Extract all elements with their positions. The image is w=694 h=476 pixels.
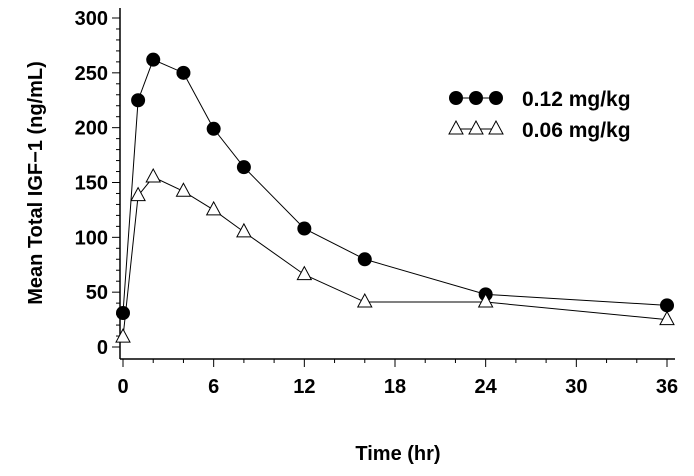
y-tick-label: 300	[75, 8, 108, 30]
y-tick-label: 50	[86, 282, 108, 304]
data-point	[176, 65, 191, 80]
data-point	[236, 160, 251, 175]
x-tick-label: 0	[117, 376, 128, 398]
data-point	[660, 298, 674, 313]
data-point	[116, 306, 130, 321]
legend-marker	[489, 91, 503, 105]
data-point	[477, 292, 494, 308]
legend-item: 0.12 mg/kg	[449, 88, 631, 111]
series-1	[115, 167, 675, 343]
legend-marker	[448, 119, 464, 135]
data-point	[297, 221, 312, 236]
data-point	[146, 52, 161, 67]
series-line	[122, 176, 668, 338]
data-point	[131, 93, 146, 108]
data-point	[206, 121, 221, 136]
data-point	[145, 167, 162, 183]
legend-marker	[468, 119, 484, 135]
legend-item: 0.06 mg/kg	[448, 119, 631, 142]
y-tick-label: 250	[75, 63, 108, 85]
y-axis-label: Mean Total IGF−1 (ng/mL)	[25, 61, 47, 305]
data-point	[175, 182, 192, 197]
legend-label: 0.12 mg/kg	[522, 88, 631, 111]
series-group	[115, 52, 675, 343]
data-point	[357, 252, 372, 267]
y-tick-label: 200	[75, 118, 108, 140]
data-point	[115, 328, 131, 343]
data-point	[236, 222, 252, 238]
x-axis-label: Time (hr)	[355, 443, 440, 465]
series-line	[122, 59, 668, 314]
x-tick-label: 30	[565, 376, 587, 398]
series-0	[116, 52, 674, 321]
data-point	[356, 292, 373, 308]
axes: 0 50 100 150 200 250 300 0 6 12 18 24 30 36	[75, 8, 678, 398]
legend-marker	[469, 91, 483, 105]
data-point	[296, 265, 313, 281]
x-tick-label: 36	[656, 376, 678, 398]
legend-label: 0.06 mg/kg	[522, 119, 631, 142]
x-tick-label: 12	[293, 376, 315, 398]
data-point	[130, 186, 146, 202]
x-tick-label: 24	[475, 376, 498, 398]
legend-marker	[488, 119, 504, 135]
legend-marker	[449, 91, 463, 105]
x-tick-label: 6	[208, 376, 219, 398]
data-point	[205, 200, 222, 216]
x-tick-label: 18	[384, 376, 406, 398]
y-tick-label: 150	[75, 173, 108, 195]
y-tick-label: 0	[97, 337, 108, 359]
legend: 0.12 mg/kg 0.06 mg/kg	[448, 88, 631, 142]
y-tick-label: 100	[75, 227, 108, 249]
data-point	[659, 310, 675, 326]
